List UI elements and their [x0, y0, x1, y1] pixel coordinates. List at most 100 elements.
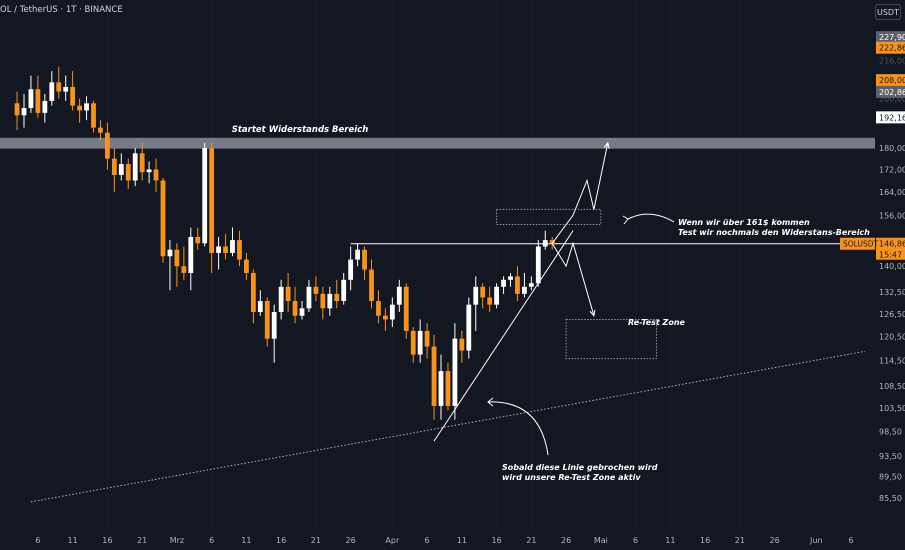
candle[interactable]: [257, 290, 263, 316]
candle[interactable]: [522, 272, 527, 298]
time-axis-tick: Mrz: [170, 536, 184, 545]
candle[interactable]: [403, 283, 409, 339]
candle[interactable]: [118, 153, 124, 181]
candle[interactable]: [14, 91, 20, 131]
candle[interactable]: [70, 71, 76, 111]
candle[interactable]: [42, 93, 48, 123]
candle[interactable]: [21, 93, 27, 128]
candle[interactable]: [313, 276, 319, 302]
candle[interactable]: [515, 266, 520, 302]
candle[interactable]: [223, 233, 228, 260]
candle[interactable]: [542, 230, 548, 250]
long-dotted-trendline[interactable]: [30, 350, 866, 503]
candle[interactable]: [334, 279, 340, 309]
candle[interactable]: [369, 259, 374, 309]
rising-trendline[interactable]: [433, 230, 574, 442]
candle[interactable]: [98, 120, 103, 141]
time-axis-tick: 16: [492, 536, 502, 545]
candle[interactable]: [167, 240, 173, 291]
candle[interactable]: [237, 230, 242, 267]
candle[interactable]: [139, 142, 145, 181]
price-label[interactable]: 222,86: [876, 41, 905, 54]
candle[interactable]: [132, 148, 138, 187]
candle[interactable]: [174, 243, 180, 287]
candle[interactable]: [125, 158, 131, 189]
target-box[interactable]: [496, 208, 602, 225]
candle[interactable]: [396, 279, 402, 313]
candle[interactable]: [452, 323, 458, 420]
candle[interactable]: [111, 148, 117, 192]
candle[interactable]: [195, 227, 201, 250]
price-axis-tick: 164,00: [879, 188, 905, 197]
candle[interactable]: [487, 286, 493, 313]
candle[interactable]: [355, 243, 360, 267]
candle-body: [528, 283, 534, 287]
candle[interactable]: [105, 122, 110, 170]
candle[interactable]: [216, 236, 221, 270]
candle[interactable]: [292, 286, 298, 324]
candle[interactable]: [271, 304, 277, 363]
resistance-zone[interactable]: [0, 137, 875, 149]
candle[interactable]: [389, 297, 395, 328]
candle[interactable]: [299, 301, 305, 320]
time-axis-tick: 6: [425, 536, 430, 545]
candle[interactable]: [445, 362, 451, 411]
candle[interactable]: [146, 161, 152, 184]
candle[interactable]: [153, 158, 159, 192]
candle[interactable]: [410, 327, 416, 363]
candle[interactable]: [49, 71, 55, 106]
candle[interactable]: [181, 246, 187, 280]
candle[interactable]: [77, 98, 82, 123]
candle[interactable]: [459, 330, 465, 363]
candle[interactable]: [438, 354, 444, 420]
candle[interactable]: [202, 142, 208, 247]
candle[interactable]: [56, 66, 62, 99]
price-label[interactable]: 146,86: [876, 237, 905, 250]
candle[interactable]: [417, 319, 423, 363]
candle[interactable]: [188, 227, 194, 291]
candle[interactable]: [306, 279, 312, 313]
candle[interactable]: [508, 272, 513, 287]
candle[interactable]: [424, 323, 430, 359]
candle[interactable]: [431, 334, 437, 420]
projection-down-path[interactable]: [551, 241, 595, 316]
candle[interactable]: [244, 252, 249, 280]
candle[interactable]: [466, 297, 472, 359]
candle[interactable]: [285, 272, 291, 313]
candle[interactable]: [160, 177, 166, 263]
candle[interactable]: [278, 279, 284, 320]
candle[interactable]: [362, 246, 367, 280]
projection-up-path[interactable]: [551, 142, 609, 244]
price-label[interactable]: 202,86: [876, 85, 905, 98]
candle[interactable]: [473, 276, 479, 331]
price-label[interactable]: 208,00: [876, 74, 905, 87]
candle[interactable]: [501, 276, 506, 294]
candle[interactable]: [250, 269, 256, 324]
candle[interactable]: [535, 240, 541, 287]
candle[interactable]: [494, 283, 499, 309]
candle-body: [473, 286, 479, 305]
candle[interactable]: [383, 308, 388, 331]
candle-body: [56, 82, 62, 92]
candle[interactable]: [480, 283, 486, 309]
candle[interactable]: [327, 286, 333, 316]
candle[interactable]: [28, 75, 34, 113]
candle[interactable]: [320, 286, 326, 320]
candle[interactable]: [63, 75, 69, 101]
price-label[interactable]: 227,90: [876, 31, 905, 44]
retest-zone-box[interactable]: [565, 318, 657, 360]
price-label[interactable]: 192,16: [876, 111, 905, 124]
candle[interactable]: [264, 297, 270, 347]
candle[interactable]: [91, 100, 96, 133]
candle[interactable]: [376, 290, 381, 324]
candle[interactable]: [35, 75, 41, 118]
candle[interactable]: [528, 276, 534, 291]
candle[interactable]: [84, 96, 89, 121]
candle[interactable]: [348, 246, 354, 291]
candle[interactable]: [230, 227, 235, 257]
candle[interactable]: [209, 142, 215, 273]
candle[interactable]: [341, 272, 347, 305]
currency-button[interactable]: USDT: [875, 4, 901, 20]
price-axis-tick-faded: 216,00: [879, 57, 905, 66]
